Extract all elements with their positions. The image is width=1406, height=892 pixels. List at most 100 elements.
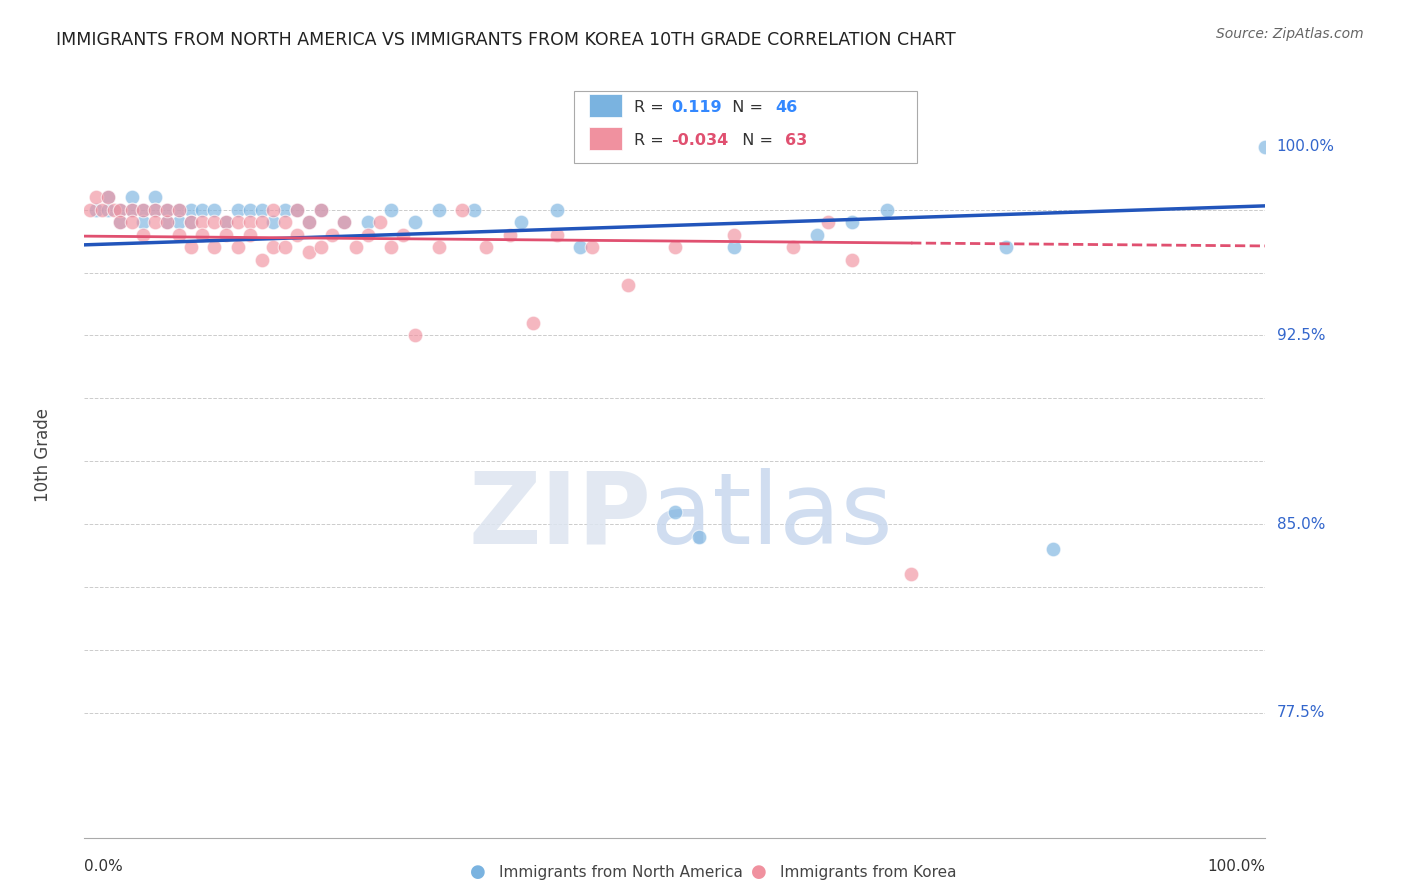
Point	[380, 240, 402, 254]
Point	[108, 215, 131, 229]
Point	[215, 227, 238, 242]
Point	[156, 202, 179, 217]
Point	[309, 202, 332, 217]
Point	[994, 240, 1017, 254]
Text: 46: 46	[775, 100, 797, 115]
Point	[239, 202, 262, 217]
Text: -0.034: -0.034	[671, 133, 728, 148]
Point	[723, 227, 745, 242]
Point	[357, 227, 380, 242]
Point	[664, 240, 686, 254]
Point	[274, 202, 297, 217]
Point	[298, 215, 321, 229]
Point	[451, 202, 474, 217]
Text: N =: N =	[723, 100, 768, 115]
Point	[132, 202, 155, 217]
Text: atlas: atlas	[651, 467, 893, 565]
Point	[900, 567, 922, 582]
Point	[143, 202, 166, 217]
Point	[191, 215, 214, 229]
Point	[156, 215, 179, 229]
Point	[357, 215, 380, 229]
Point	[121, 190, 143, 204]
Point	[463, 202, 485, 217]
Point	[321, 227, 343, 242]
Point	[806, 227, 828, 242]
Bar	[589, 128, 621, 151]
Point	[298, 245, 321, 260]
Point	[132, 202, 155, 217]
Point	[546, 202, 568, 217]
Point	[782, 240, 804, 254]
Point	[250, 215, 273, 229]
Point	[191, 202, 214, 217]
Point	[121, 202, 143, 217]
Point	[262, 202, 284, 217]
Point	[180, 240, 202, 254]
Point	[108, 202, 131, 217]
Point	[510, 215, 533, 229]
Text: R =: R =	[634, 133, 668, 148]
Text: 63: 63	[785, 133, 807, 148]
Point	[274, 240, 297, 254]
Text: ZIP: ZIP	[468, 467, 651, 565]
Point	[180, 215, 202, 229]
Point	[333, 215, 356, 229]
Point	[498, 227, 520, 242]
Point	[262, 240, 284, 254]
Text: 0.0%: 0.0%	[84, 859, 124, 873]
Point	[285, 202, 308, 217]
Point	[333, 215, 356, 229]
Point	[262, 215, 284, 229]
Point	[239, 227, 262, 242]
Point	[841, 252, 863, 267]
Point	[581, 240, 603, 254]
Point	[344, 240, 367, 254]
Point	[156, 215, 179, 229]
Point	[250, 252, 273, 267]
Text: R =: R =	[634, 100, 668, 115]
Text: Source: ZipAtlas.com: Source: ZipAtlas.com	[1216, 27, 1364, 41]
Point	[285, 202, 308, 217]
Bar	[575, 91, 917, 163]
Text: Immigrants from North America: Immigrants from North America	[499, 865, 742, 880]
Text: 0.119: 0.119	[671, 100, 721, 115]
Point	[427, 202, 450, 217]
Point	[97, 202, 120, 217]
Point	[274, 215, 297, 229]
Point	[180, 215, 202, 229]
Point	[84, 202, 107, 217]
Text: 92.5%: 92.5%	[1277, 328, 1324, 343]
Point	[132, 215, 155, 229]
Point	[688, 530, 710, 544]
Point	[239, 215, 262, 229]
Point	[84, 190, 107, 204]
Point	[202, 215, 225, 229]
Point	[368, 215, 391, 229]
Point	[215, 215, 238, 229]
Point	[226, 215, 249, 229]
Point	[817, 215, 839, 229]
Point	[569, 240, 592, 254]
Point	[121, 202, 143, 217]
Point	[546, 227, 568, 242]
Point	[285, 227, 308, 242]
Point	[79, 202, 101, 217]
Point	[226, 202, 249, 217]
Point	[91, 202, 114, 217]
Point	[404, 328, 426, 343]
Point	[108, 202, 131, 217]
Point	[1254, 140, 1277, 154]
Point	[167, 202, 190, 217]
Text: IMMIGRANTS FROM NORTH AMERICA VS IMMIGRANTS FROM KOREA 10TH GRADE CORRELATION CH: IMMIGRANTS FROM NORTH AMERICA VS IMMIGRA…	[56, 31, 956, 49]
Point	[191, 227, 214, 242]
Point	[143, 215, 166, 229]
Point	[250, 202, 273, 217]
Point	[1042, 542, 1064, 557]
Point	[202, 202, 225, 217]
Point	[380, 202, 402, 217]
Point	[143, 190, 166, 204]
Point	[723, 240, 745, 254]
Point	[180, 202, 202, 217]
Point	[202, 240, 225, 254]
